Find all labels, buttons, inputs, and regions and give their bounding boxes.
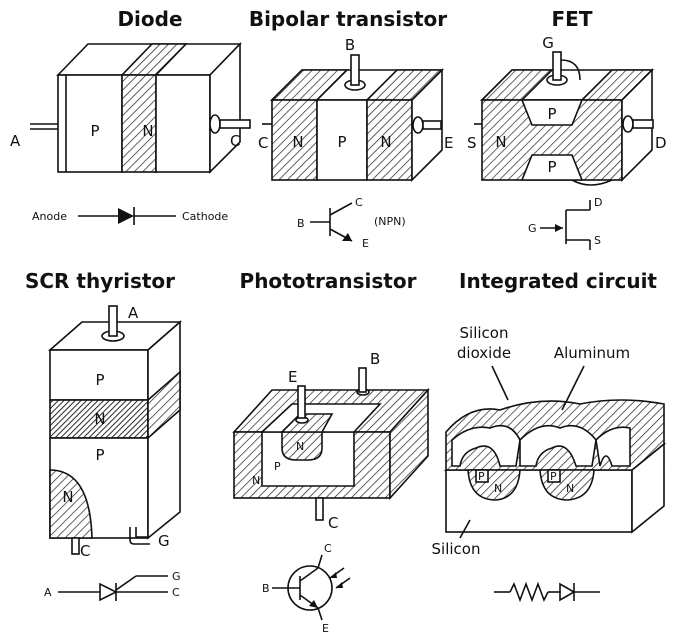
photo-n-emitter-label: N [296, 440, 304, 453]
ic-label-silicon-substrate: Silicon [432, 540, 481, 558]
diode-panel: Diode P N A C Anode Cathode [10, 7, 251, 225]
scr-symbol-c: C [172, 586, 180, 599]
bjt-terminal-b: B [345, 36, 355, 54]
fet-n-label: N [495, 133, 506, 151]
fet-terminal-s: S [467, 134, 477, 152]
scr-n-region-2 [49, 469, 93, 539]
photo-symbol-b: B [262, 582, 270, 595]
scr-symbol-g: G [172, 570, 181, 583]
photo-p-label: P [274, 460, 281, 473]
photo-symbol-e: E [322, 622, 329, 635]
fet-symbol-s: S [594, 234, 601, 247]
fet-symbol-d: D [594, 196, 602, 209]
scr-p-label-1: P [95, 371, 104, 389]
diode-p-label: P [90, 122, 99, 140]
scr-terminal-g: G [158, 532, 170, 550]
photo-n-emitter [281, 431, 323, 461]
bjt-symbol-c: C [355, 196, 363, 209]
photo-terminal-b: B [370, 350, 380, 368]
diode-terminal-c: C [230, 132, 240, 150]
scr-symbol-a: A [44, 586, 52, 599]
phototransistor-title: Phototransistor [240, 269, 417, 293]
bjt-n-label-right: N [380, 133, 391, 151]
diode-p-region [57, 74, 123, 173]
ic-aluminum-2 [519, 424, 597, 467]
fet-terminal-d: D [655, 134, 667, 152]
photo-terminal-e: E [288, 368, 297, 386]
ic-p-label-1: P [478, 470, 485, 483]
diode-symbol-anode: Anode [32, 210, 67, 223]
phototransistor-panel: Phototransistor E B C N P N [232, 269, 430, 635]
fet-terminal-g: G [542, 34, 554, 52]
fet-p-label-bottom: P [547, 158, 556, 176]
fet-title: FET [552, 7, 593, 31]
fet-symbol-g: G [528, 222, 537, 235]
scr-panel: SCR thyristor A C G P N P N A G C [25, 269, 183, 602]
bjt-title: Bipolar transistor [249, 7, 447, 31]
diode-symbol-cathode: Cathode [182, 210, 228, 223]
ic-n-label-2: N [566, 482, 574, 495]
fet-panel: FET G S D P N P G D S [467, 7, 667, 250]
photo-n-label: N [252, 474, 260, 487]
ic-label-aluminum: Aluminum [554, 344, 630, 362]
ic-n-label-1: N [494, 482, 502, 495]
bjt-symbol-b: B [297, 217, 305, 230]
ic-label-dioxide: dioxide [457, 344, 511, 362]
bjt-symbol-e: E [362, 237, 369, 250]
ic-label-silicon: Silicon [460, 324, 509, 342]
bjt-n-label-left: N [292, 133, 303, 151]
bjt-terminal-e: E [444, 134, 453, 152]
scr-terminal-c: C [80, 542, 90, 560]
scr-p-label-2: P [95, 446, 104, 464]
scr-n-label-1: N [94, 410, 105, 428]
diode-title: Diode [117, 7, 182, 31]
bjt-panel: Bipolar transistor B C E N P N B C E (NP… [249, 7, 454, 250]
ic-p-label-2: P [550, 470, 557, 483]
fet-p-region-top [520, 99, 584, 126]
fet-p-label-top: P [547, 105, 556, 123]
ic-panel: Integrated circuit P P N N Silicon dioxi… [432, 269, 667, 603]
photo-symbol-c: C [324, 542, 332, 555]
bjt-n-region-left [271, 99, 318, 181]
scr-title: SCR thyristor [25, 269, 175, 293]
ic-aluminum-1 [451, 424, 521, 467]
bjt-p-label: P [337, 133, 346, 151]
bjt-symbol-type: (NPN) [374, 215, 406, 228]
diode-n-label: N [142, 122, 153, 140]
photo-terminal-c: C [328, 514, 338, 532]
scr-terminal-a: A [128, 304, 139, 322]
diode-terminal-a: A [10, 132, 21, 150]
bjt-terminal-c: C [258, 134, 268, 152]
ic-title: Integrated circuit [459, 269, 657, 293]
fet-p-region-bottom [520, 154, 584, 181]
scr-n-label-2: N [62, 488, 73, 506]
